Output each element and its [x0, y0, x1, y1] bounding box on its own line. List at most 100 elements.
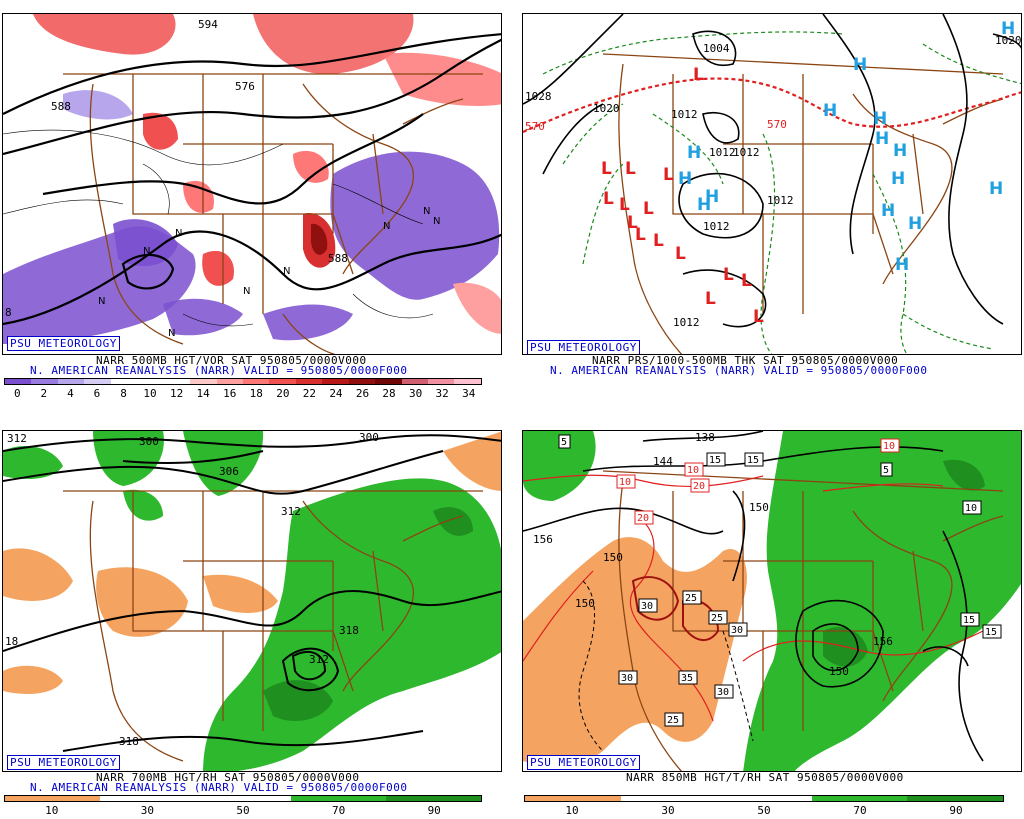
colorbar-tick-label: 26 [355, 387, 370, 400]
temperature-label-box [982, 624, 1002, 639]
colorbar-tick-label: 34 [462, 387, 476, 400]
temperature-label: 30 [731, 625, 743, 636]
panel-caption-line1: NARR PRS/1000-500MB THK SAT 950805/0000V… [592, 354, 899, 367]
colorbar-tick-label: 2 [40, 387, 48, 400]
svg-text:N: N [383, 221, 390, 232]
panel-caption-line1: NARR 850MB HGT/T/RH SAT 950805/0000V000 [626, 771, 904, 784]
colorbar-swatch [57, 379, 85, 384]
colorbar-tick-label: 50 [236, 804, 250, 817]
isobar-label: 1012 [703, 220, 730, 233]
temperature-label-box [558, 434, 571, 449]
colorbar-tick-label: 28 [382, 387, 396, 400]
temperature-label-box [728, 622, 748, 637]
psu-meteorology-label: PSU METEOROLOGY [527, 755, 640, 770]
svg-text:L: L [619, 195, 630, 215]
contour-label: 312 [281, 505, 301, 518]
colorbar-tick-label: 32 [435, 387, 449, 400]
colorbar-tick-label: 70 [853, 804, 867, 817]
temperature-label: 5 [561, 437, 567, 448]
svg-text:L: L [663, 165, 674, 185]
colorbar-tick-label: 30 [408, 387, 423, 400]
colorbar-tick-labels: 10 30 50 70 90 [524, 805, 1004, 819]
temperature-label-box [960, 612, 980, 627]
svg-text:L: L [675, 244, 686, 264]
svg-text:L: L [627, 213, 638, 233]
svg-text:H: H [853, 55, 867, 75]
svg-text:H: H [1001, 19, 1015, 39]
colorbar-tick-label: 24 [329, 387, 343, 400]
colorbar-swatch [242, 796, 291, 801]
panel-caption-line2: N. AMERICAN REANALYSIS (NARR) VALID = 95… [550, 364, 928, 377]
colorbar-swatch [31, 379, 58, 384]
colorbar-swatch [433, 796, 481, 801]
colorbar-swatch [385, 796, 434, 801]
temperature-label: 25 [685, 593, 697, 604]
isobar-label: 1012 [767, 194, 794, 207]
colorbar-tick-label: 12 [169, 387, 184, 400]
colorbar-swatch [525, 796, 573, 801]
temperature-label-box [682, 590, 702, 605]
svg-text:L: L [635, 225, 646, 245]
colorbar-swatch [859, 796, 908, 801]
temperature-label: 10 [883, 441, 895, 452]
panel-sea-level-pressure: H H H H H H H H H H H H H H H L L L [520, 0, 1024, 410]
contour-label: 150 [575, 597, 595, 610]
svg-text:L: L [693, 65, 704, 85]
colorbar-tick-label: 8 [120, 387, 127, 400]
colorbar-rh [524, 795, 1004, 802]
svg-text:H: H [895, 255, 909, 275]
psu-meteorology-label: PSU METEOROLOGY [527, 340, 640, 354]
colorbar-swatch [290, 796, 339, 801]
map-700mb: 312 300 306 300 312 318 318 312 18 PSU M… [2, 430, 502, 772]
colorbar-swatch [907, 796, 956, 801]
colorbar-swatch [668, 796, 717, 801]
svg-text:H: H [891, 169, 905, 189]
temperature-label-box [684, 462, 704, 477]
svg-text:H: H [687, 143, 701, 163]
temperature-label-box [690, 478, 710, 493]
contour-label: 576 [235, 80, 255, 93]
temperature-label-box [638, 598, 658, 613]
temperature-label-box [678, 670, 698, 685]
contour-label: 138 [695, 431, 715, 444]
psu-meteorology-label: PSU METEOROLOGY [7, 336, 120, 351]
colorbar-swatch [955, 796, 1003, 801]
temperature-label: 30 [641, 601, 653, 612]
temperature-label-box [962, 500, 982, 515]
pressure-map-svg: H H H H H H H H H H H H H H H L L L [523, 14, 1022, 354]
temperature-label-box [664, 712, 684, 727]
colorbar-tick-label: 50 [757, 804, 771, 817]
colorbar-tick-label: 30 [661, 804, 675, 817]
temperature-label-box [880, 462, 893, 477]
svg-text:L: L [741, 271, 752, 291]
temperature-label: 35 [681, 673, 693, 684]
colorbar-swatch [295, 379, 323, 384]
panel-caption-line2: N. AMERICAN REANALYSIS (NARR) VALID = 95… [30, 781, 408, 794]
contour-label: 156 [873, 635, 893, 648]
temperature-label: 20 [693, 481, 705, 492]
svg-text:L: L [603, 189, 614, 209]
contour-label: 306 [219, 465, 239, 478]
rh850-map-svg: 138 144 150 156 150 150 156 150 5 15 15 10 2… [523, 431, 1021, 771]
svg-text:H: H [873, 109, 887, 129]
colorbar-swatch [716, 796, 764, 801]
contour-label: 300 [359, 431, 379, 444]
temperature-label: 15 [747, 455, 759, 466]
colorbar-tick-label: 90 [949, 804, 963, 817]
svg-text:L: L [653, 231, 664, 251]
temperature-label-box [618, 670, 638, 685]
isobar-label: 1020 [995, 34, 1022, 47]
isobar-label: 1020 [593, 102, 620, 115]
panel-caption-line1: NARR 500MB HGT/VOR SAT 950805/0000V000 [96, 354, 367, 367]
contour-label: 300 [139, 435, 159, 448]
colorbar-tick-label: 70 [331, 804, 346, 817]
temperature-label: 20 [637, 513, 649, 524]
temperature-label-box [708, 610, 728, 625]
panel-caption-line1: NARR 700MB HGT/RH SAT 950805/0000V000 [96, 771, 360, 784]
colorbar-swatch [454, 379, 481, 384]
contour-label: 144 [653, 455, 673, 468]
svg-text:H: H [881, 201, 895, 221]
colorbar-tick-label: 10 [45, 804, 59, 817]
isobar-label: 1012 [709, 146, 736, 159]
thickness-label: 570 [767, 118, 787, 131]
